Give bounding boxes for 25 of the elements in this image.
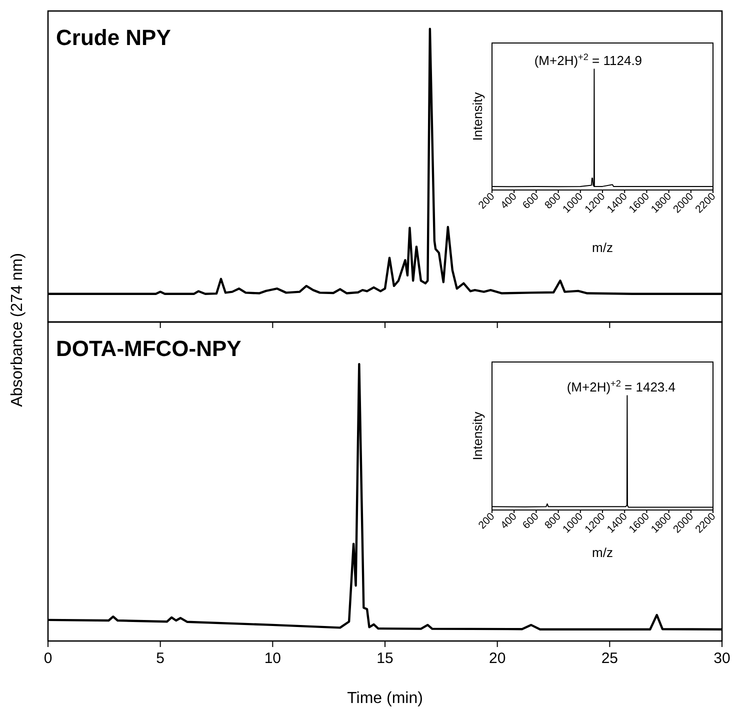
y-axis-title: Intensity xyxy=(470,92,485,141)
x-tick-label: 15 xyxy=(376,650,394,667)
x-tick-label: 400 xyxy=(498,510,520,532)
x-tick-label: 600 xyxy=(520,190,542,212)
x-tick-label: 800 xyxy=(542,510,564,532)
chart-title: DOTA-MFCO-NPY xyxy=(56,336,242,361)
x-tick-label: 20 xyxy=(488,650,506,667)
annotation: (M+2H)$^{+2}$ = 1423.4 xyxy=(566,378,676,395)
x-tick-label: 800 xyxy=(542,190,564,212)
chart-title: Crude NPY xyxy=(56,25,172,50)
annotation: (M+2H)$^{+2}$ = 1124.9 xyxy=(534,52,642,68)
x-tick-label: 200 xyxy=(476,190,498,212)
x-tick-label: 30 xyxy=(714,650,730,667)
x-axis-title: m/z xyxy=(592,545,613,560)
x-tick-label: 5 xyxy=(156,650,165,667)
x-axis-title: m/z xyxy=(592,240,613,255)
x-tick-label: 600 xyxy=(520,510,542,532)
x-tick-label: 0 xyxy=(44,650,52,667)
y-axis-title: Intensity xyxy=(470,411,485,460)
x-axis-title: Time (min) xyxy=(347,690,423,707)
x-tick-label: 10 xyxy=(264,650,282,667)
x-tick-label: 400 xyxy=(498,190,520,212)
x-tick-label: 200 xyxy=(476,510,498,532)
x-tick-label: 25 xyxy=(601,650,618,667)
y-axis-title: Absorbance (274 nm) xyxy=(9,253,26,407)
